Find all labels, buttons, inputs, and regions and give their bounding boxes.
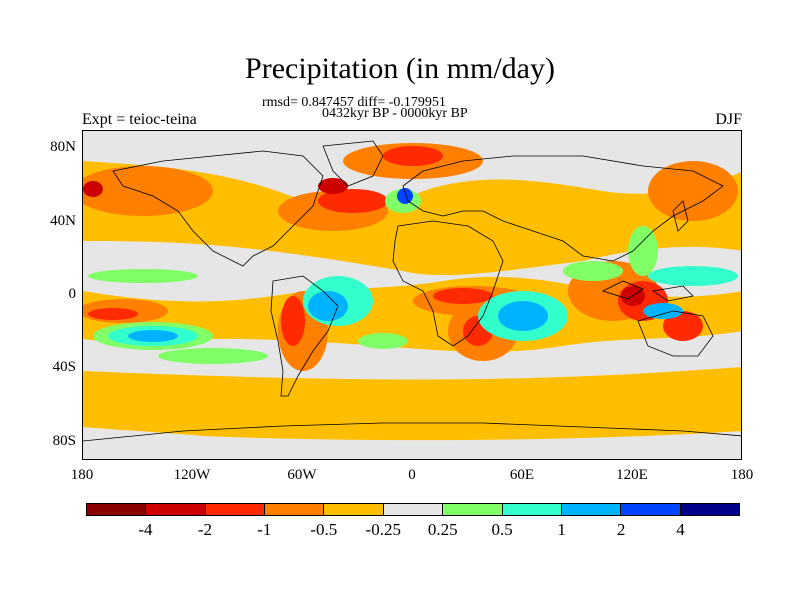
colorbar-label: -0.25 [365, 520, 401, 539]
coastlines [83, 140, 741, 442]
colorbar-label: 4 [676, 520, 685, 539]
colorbar-segment [87, 504, 147, 515]
colorbar-segment [502, 504, 562, 515]
colorbar-label: 2 [616, 520, 626, 539]
x-tick-label: 60E [509, 467, 535, 483]
x-tick-label: 120W [173, 467, 211, 483]
x-tick-label: 180 [70, 467, 94, 483]
precipitation-map [82, 130, 742, 460]
colorbar-segment [561, 504, 622, 515]
colorbar-segment [205, 504, 266, 515]
period-text: 0432kyr BP - 0000kyr BP [322, 106, 468, 121]
x-tick-label: 180 [730, 467, 754, 483]
y-tick-label: 40S [52, 359, 76, 376]
colorbar-segment [383, 504, 444, 515]
colorbar-label: 0.25 [427, 520, 458, 539]
colorbar-label: -4 [138, 520, 153, 539]
x-tick-label: 0 [408, 467, 416, 483]
colorbar-label: 0.5 [491, 520, 513, 539]
experiment-label: Expt = teioc-teina [82, 111, 197, 128]
y-tick-label: 80N [50, 139, 76, 156]
colorbar-segment [265, 504, 325, 515]
colorbar-label: 1 [557, 520, 566, 539]
colorbar-label: -2 [197, 520, 212, 539]
season-label: DJF [715, 111, 742, 128]
anomaly-field [83, 143, 741, 441]
colorbar [86, 503, 740, 516]
y-tick-label: 40N [50, 212, 76, 229]
x-tick-label: 120E [616, 467, 648, 483]
x-tick-label: 60W [287, 467, 317, 483]
map-field [83, 140, 741, 442]
colorbar-segment [324, 504, 384, 515]
colorbar-segment [621, 504, 681, 515]
stats-text: rmsd= 0.847457 diff= -0.179951 [262, 95, 446, 110]
colorbar-segment [146, 504, 206, 515]
y-tick-label: 0 [68, 286, 77, 302]
chart-title: Precipitation (in mm/day) [245, 52, 555, 85]
colorbar-label: -1 [257, 520, 272, 539]
colorbar-label: -0.5 [310, 520, 338, 539]
colorbar-segment [443, 504, 503, 515]
colorbar-segment [680, 504, 739, 515]
y-tick-label: 80S [52, 432, 76, 449]
